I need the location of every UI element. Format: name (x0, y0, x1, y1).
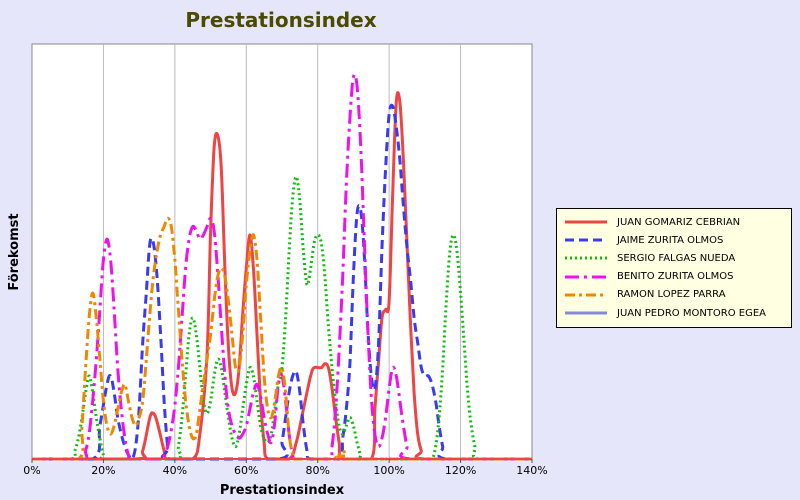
legend-item: SERGIO FALGAS NUEDA (563, 249, 785, 267)
legend-item: JUAN PEDRO MONTORO EGEA (563, 304, 785, 322)
x-tick-label: 40% (163, 464, 187, 477)
legend-swatch (565, 275, 607, 279)
legend-swatch (565, 293, 607, 297)
legend-label: SERGIO FALGAS NUEDA (617, 252, 736, 264)
series-line-2 (32, 103, 532, 461)
x-tick-label: 140% (516, 464, 547, 477)
legend-label: JUAN GOMARIZ CEBRIAN (617, 216, 741, 228)
series-line-5 (32, 216, 532, 461)
legend-label: RAMON LOPEZ PARRA (617, 289, 726, 301)
legend-item: JUAN GOMARIZ CEBRIAN (563, 213, 785, 231)
legend-item: JAIME ZURITA OLMOS (563, 231, 785, 249)
legend-swatch (565, 238, 607, 242)
x-tick-label: 80% (305, 464, 329, 477)
x-tick-label: 120% (445, 464, 476, 477)
legend-swatch (565, 220, 607, 224)
legend-swatch (565, 256, 607, 260)
legend-item: BENITO ZURITA OLMOS (563, 268, 785, 286)
legend-swatch (565, 311, 607, 315)
x-axis-ticks: 0% 20% 40% 60% 80% 100% 120% 140% (23, 459, 548, 477)
x-tick-label: 100% (373, 464, 404, 477)
legend-label: JAIME ZURITA OLMOS (617, 234, 724, 246)
chart-title: Prestationsindex (185, 8, 376, 32)
x-tick-label: 60% (234, 464, 258, 477)
x-tick-label: 20% (91, 464, 115, 477)
x-axis-label: Prestationsindex (220, 483, 345, 498)
legend-label: JUAN PEDRO MONTORO EGEA (617, 307, 766, 319)
legend-item: RAMON LOPEZ PARRA (563, 286, 785, 304)
plot-area (31, 43, 533, 460)
y-axis-label: Förekomst (7, 213, 22, 290)
legend: JUAN GOMARIZ CEBRIAN JAIME ZURITA OLMOS SE… (556, 208, 792, 328)
legend-label: BENITO ZURITA OLMOS (617, 271, 734, 283)
x-tick-label: 0% (23, 464, 40, 477)
series-line-4 (32, 72, 532, 461)
